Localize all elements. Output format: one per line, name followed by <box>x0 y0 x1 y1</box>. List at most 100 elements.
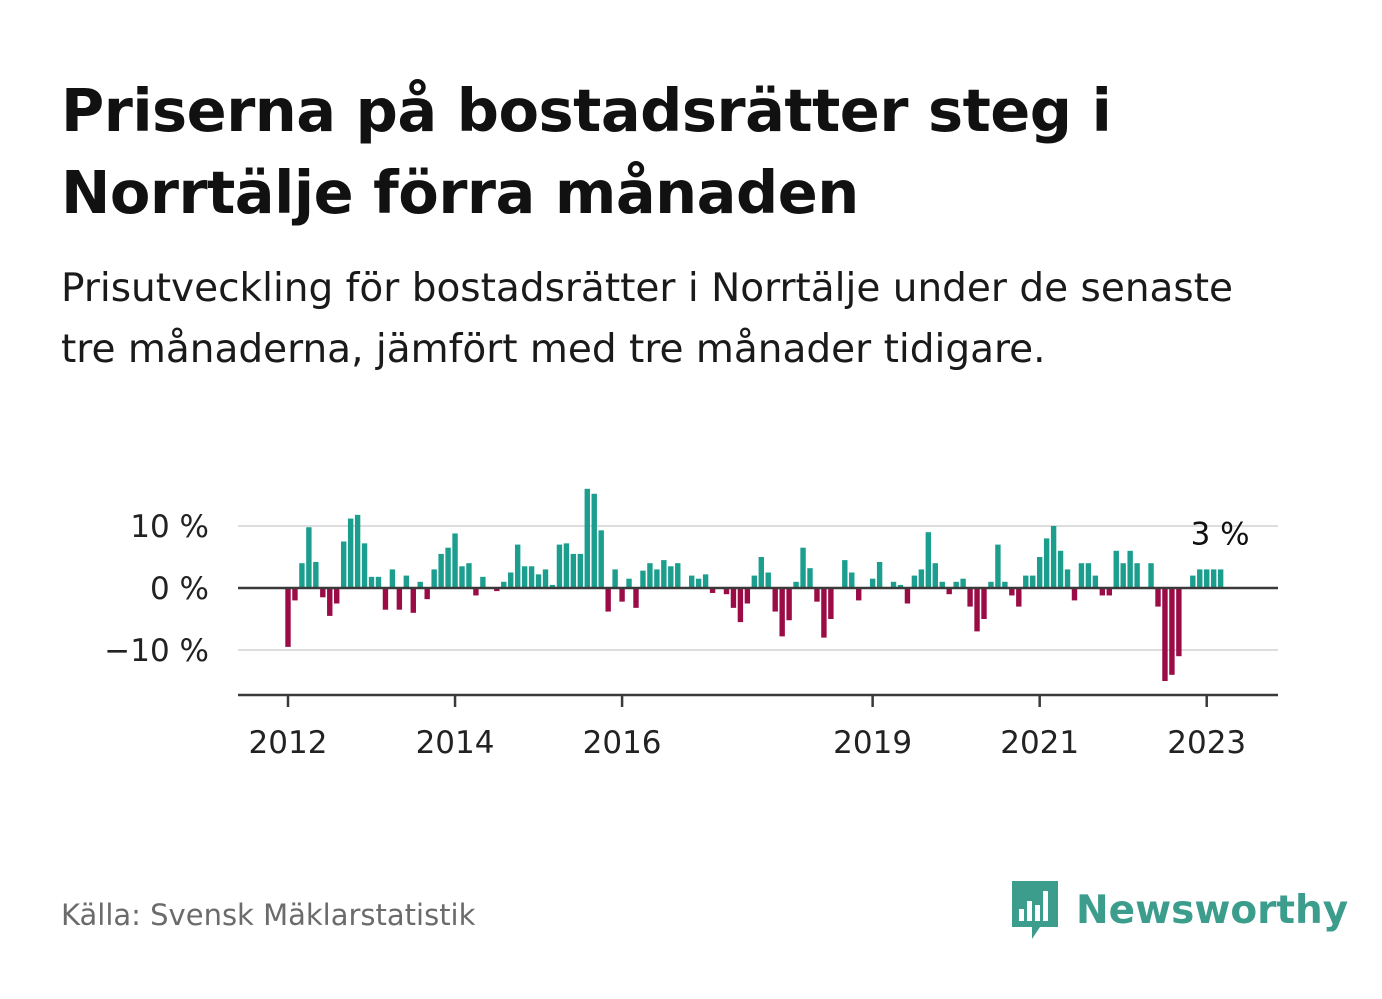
bar <box>849 572 855 588</box>
bar <box>1092 575 1099 588</box>
bar <box>292 588 298 601</box>
bar <box>299 563 305 588</box>
bar <box>688 575 695 588</box>
bar <box>327 588 333 616</box>
bar <box>473 588 479 596</box>
bar <box>605 588 611 612</box>
bar <box>939 581 945 588</box>
bars <box>285 488 1224 681</box>
bar <box>1155 588 1161 607</box>
bar <box>904 588 911 604</box>
bar <box>695 578 702 588</box>
bar <box>431 569 437 588</box>
bar <box>967 588 973 607</box>
bar <box>619 588 625 602</box>
bar <box>1134 563 1140 588</box>
bar <box>1057 550 1064 588</box>
bar <box>668 566 674 588</box>
bar <box>1078 563 1085 588</box>
bar <box>556 544 563 588</box>
source-credit: Källa: Svensk Mäklarstatistik <box>61 898 476 932</box>
bar <box>793 581 799 588</box>
bar <box>918 569 925 588</box>
bar <box>584 488 590 588</box>
bar <box>1050 526 1057 588</box>
bar <box>570 553 577 588</box>
bar <box>306 527 312 588</box>
bar <box>995 544 1001 588</box>
bar <box>1009 588 1015 596</box>
newsworthy-logo[interactable]: Newsworthy <box>1010 878 1348 942</box>
bar <box>375 576 382 588</box>
bar <box>647 563 653 588</box>
bar <box>410 588 416 613</box>
bar <box>633 588 639 608</box>
bar-chart-speech-bubble-icon <box>1012 881 1058 939</box>
bar <box>730 588 737 608</box>
bar <box>459 566 465 588</box>
bar <box>340 541 347 588</box>
bar <box>828 588 834 619</box>
bar <box>1197 569 1203 588</box>
bar <box>897 584 904 588</box>
bar <box>953 581 959 588</box>
bar <box>494 588 500 592</box>
bar <box>675 563 681 588</box>
bar <box>466 563 472 588</box>
bar <box>709 588 716 593</box>
bar <box>403 575 410 588</box>
bar <box>876 561 883 588</box>
bar <box>514 544 521 588</box>
bar <box>1162 588 1168 681</box>
y-tick-label: 10 % <box>130 509 209 545</box>
bar <box>1217 569 1224 588</box>
bar <box>542 569 549 588</box>
x-axis: 2012 2014 2016 2019 2021 2023 <box>249 695 1246 761</box>
bar <box>737 588 744 623</box>
bar <box>1210 569 1217 588</box>
bar <box>800 547 806 588</box>
bar <box>640 570 646 588</box>
bar-chart: 10 % 0 % −10 % 2012 2014 2016 2019 2021 2023 3 … <box>104 488 1278 761</box>
bar <box>869 578 876 588</box>
bar <box>285 588 291 647</box>
gridlines <box>238 525 1278 651</box>
bar <box>320 588 326 598</box>
bar <box>890 581 897 588</box>
bar <box>626 578 632 588</box>
bar <box>313 561 319 588</box>
x-tick-label: 2014 <box>416 725 495 761</box>
bar <box>1085 563 1092 588</box>
bar <box>382 588 389 610</box>
bar <box>354 514 361 588</box>
bar <box>842 560 848 588</box>
x-tick-label: 2019 <box>833 725 912 761</box>
bar <box>1064 569 1071 588</box>
y-tick-label: −10 % <box>104 633 209 669</box>
bar <box>1190 575 1196 588</box>
bar <box>598 530 604 588</box>
bar <box>661 560 667 588</box>
bar <box>1120 563 1126 588</box>
chart-title: Priserna på bostadsrätter steg i Norrtäl… <box>61 76 1112 227</box>
bar <box>361 543 368 588</box>
bar <box>765 572 771 588</box>
x-tick-label: 2023 <box>1167 725 1246 761</box>
bar <box>786 588 792 621</box>
bar <box>779 588 785 637</box>
bar <box>501 581 507 588</box>
bar <box>1023 575 1029 588</box>
bar <box>1176 588 1182 657</box>
bar <box>612 569 618 588</box>
brand-name: Newsworthy <box>1076 887 1349 933</box>
bar <box>396 588 403 610</box>
bar <box>772 588 778 612</box>
bar <box>508 572 514 588</box>
bar <box>1204 569 1210 588</box>
bar <box>814 588 820 602</box>
bar <box>424 588 430 600</box>
bar <box>1148 563 1154 588</box>
bar <box>521 566 528 588</box>
x-tick-label: 2012 <box>249 725 328 761</box>
bar <box>528 566 535 588</box>
